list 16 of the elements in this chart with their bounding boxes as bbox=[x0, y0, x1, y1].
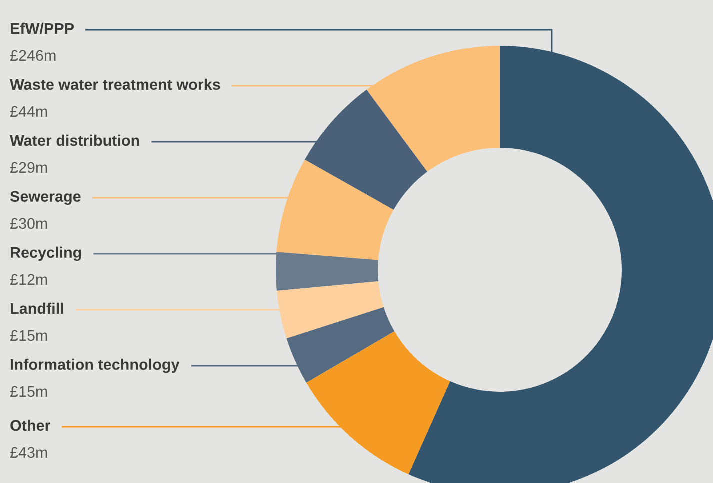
slice-label: EfW/PPP bbox=[11, 22, 74, 34]
slice-label: Other bbox=[10, 420, 51, 432]
data-label: £12m bbox=[10, 274, 48, 285]
data-label: £246m bbox=[10, 50, 56, 62]
slice-label: Information technology bbox=[11, 358, 180, 374]
data-label: £15m bbox=[10, 386, 48, 398]
slice-label: Water distribution bbox=[10, 134, 140, 146]
slice-label: Landfill bbox=[11, 302, 64, 314]
slice-label: Sewerage bbox=[10, 191, 81, 206]
data-label: £30m bbox=[10, 218, 48, 230]
slice-label: Recycling bbox=[11, 246, 82, 262]
slice-label: Waste water treatment works bbox=[10, 78, 220, 90]
data-label: £44m bbox=[10, 106, 48, 117]
data-label: £15m bbox=[10, 330, 48, 342]
data-label: £43m bbox=[10, 447, 48, 458]
data-label: £29m bbox=[10, 162, 48, 174]
